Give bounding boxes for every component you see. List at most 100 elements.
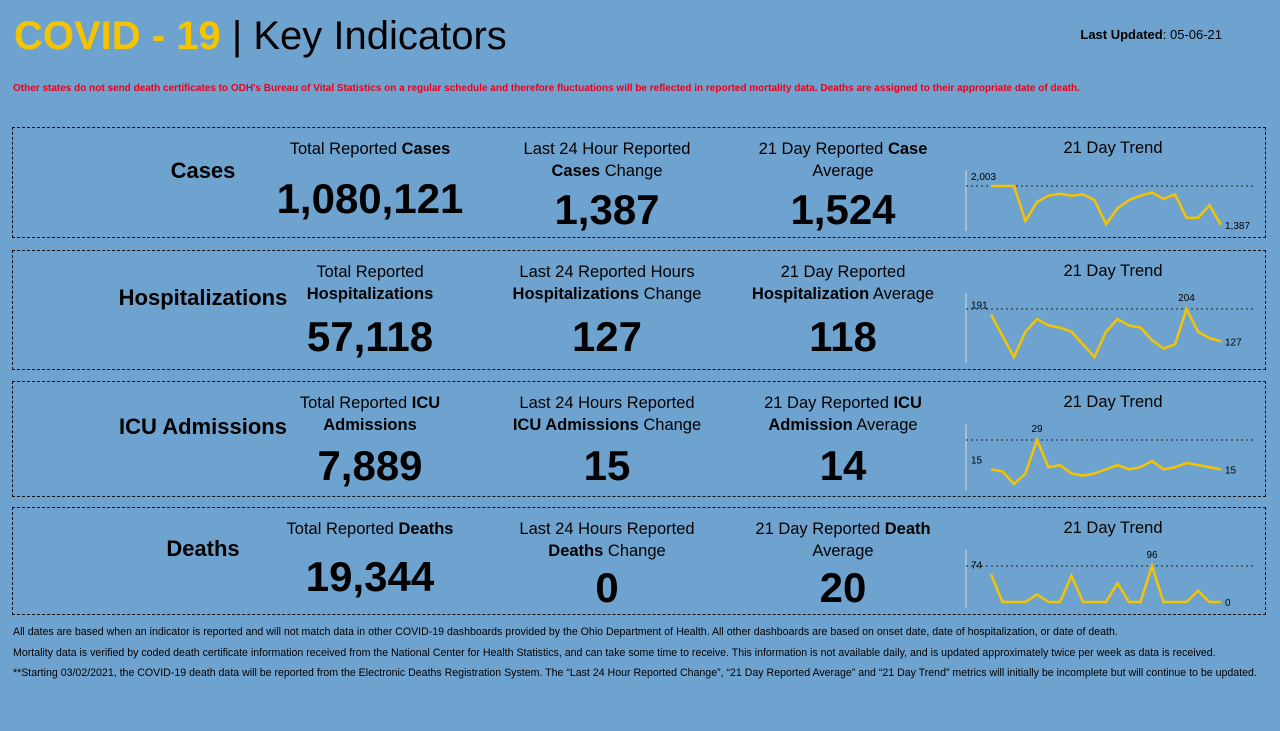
row-label: Hospitalizations bbox=[118, 285, 288, 310]
trend-label: 15 bbox=[1225, 465, 1237, 476]
header-text: Admission bbox=[768, 416, 853, 434]
metric-header: Total Reported Cases bbox=[290, 138, 451, 160]
header-text: Cases bbox=[401, 140, 451, 158]
header-line: Cases Change bbox=[524, 160, 691, 182]
trend-line bbox=[989, 305, 1222, 360]
header-line: Last 24 Hours Reported bbox=[519, 518, 694, 540]
indicator-row: Deaths Total Reported Deaths 19,344 Last 24… bbox=[12, 507, 1266, 615]
header-line: Last 24 Reported Hours bbox=[513, 261, 702, 283]
header-line: 21 Day Reported ICU bbox=[764, 392, 922, 414]
header-text: Last 24 Hours Reported bbox=[519, 520, 695, 538]
row-label: ICU Admissions bbox=[119, 414, 287, 439]
header-line: Average bbox=[755, 540, 930, 562]
metric: 21 Day Reported ICU Admission Average 14 bbox=[725, 382, 961, 496]
trend-title: 21 Day Trend bbox=[1063, 262, 1163, 280]
footer-text: Mortality data is verified by coded deat… bbox=[13, 646, 1216, 659]
trend-line bbox=[989, 561, 1221, 604]
header-line: Admission Average bbox=[764, 414, 922, 436]
header-line: Last 24 Hour Reported bbox=[524, 138, 691, 160]
header-text: Last 24 Reported Hours bbox=[519, 263, 695, 281]
metric: Last 24 Hours Reported Deaths Change 0 bbox=[489, 508, 725, 614]
metric: Last 24 Hours Reported ICU Admissions Cha… bbox=[489, 382, 725, 496]
footer-text: All dates are based when an indicator is… bbox=[13, 626, 1118, 638]
metric-header: Total Reported Hospitalizations bbox=[307, 261, 434, 305]
header-text: Deaths bbox=[398, 520, 454, 538]
trend-title: 21 Day Trend bbox=[1063, 393, 1163, 411]
trend-title: 21 Day Trend bbox=[1063, 139, 1163, 157]
header-line: Last 24 Hours Reported bbox=[513, 392, 701, 414]
header-text: 21 Day Reported bbox=[755, 520, 885, 538]
trend-label: 15 bbox=[971, 455, 983, 466]
trend-line bbox=[991, 184, 1223, 227]
header-text: Death bbox=[884, 520, 931, 538]
trend-label: 127 bbox=[1225, 337, 1242, 348]
metric-value: 7,889 bbox=[317, 442, 423, 489]
row-label: Deaths bbox=[166, 536, 240, 561]
metric-header: 21 Day Reported Case Average bbox=[759, 138, 928, 182]
metric-value: 15 bbox=[583, 442, 631, 489]
header-text: Average bbox=[812, 542, 874, 560]
header-text: Total Reported bbox=[286, 520, 399, 538]
header-text: Case bbox=[887, 140, 928, 158]
metric-header: Last 24 Reported Hours Hospitalizations C… bbox=[513, 261, 702, 305]
trend: 21 Day Trend 15 29 15 bbox=[963, 382, 1263, 496]
indicator-row: Hospitalizations Total Reported Hospitaliz… bbox=[12, 250, 1266, 370]
metric: 21 Day Reported Death Average 20 bbox=[725, 508, 961, 614]
metric: Total Reported Cases 1,080,121 bbox=[252, 128, 488, 237]
metric-value: 1,524 bbox=[790, 185, 896, 233]
metric: Last 24 Reported Hours Hospitalizations C… bbox=[489, 251, 725, 369]
header-text: Total Reported bbox=[299, 394, 412, 412]
metric-value: 14 bbox=[819, 442, 867, 489]
metric: Last 24 Hour Reported Cases Change 1,387 bbox=[489, 128, 725, 237]
metric-header: Last 24 Hours Reported Deaths Change bbox=[519, 518, 694, 562]
header-line: Deaths Change bbox=[519, 540, 694, 562]
metric-value: 20 bbox=[819, 564, 867, 611]
footer: All dates are based when an indicator is… bbox=[13, 626, 1268, 688]
header-line: 21 Day Reported Death bbox=[755, 518, 930, 540]
indicator-row: Cases Total Reported Cases 1,080,121 Last 2… bbox=[12, 127, 1266, 238]
trend-label: 191 bbox=[971, 300, 988, 311]
header-text: Admissions bbox=[323, 416, 417, 434]
metric-value: 57,118 bbox=[306, 313, 434, 360]
metric: Total Reported Hospitalizations 57,118 bbox=[252, 251, 488, 369]
header-line: Average bbox=[759, 160, 928, 182]
title: COVID - 19 | Key Indicators bbox=[14, 14, 507, 59]
sparkline: 2,003 1,387 bbox=[965, 170, 1255, 232]
trend-label: 1,387 bbox=[1225, 221, 1250, 232]
trend: 21 Day Trend 191 204 127 bbox=[963, 251, 1263, 369]
header-text: Change bbox=[603, 542, 666, 560]
indicator-row: ICU Admissions Total Reported ICU Admissio… bbox=[12, 381, 1266, 497]
last-updated: Last Updated: 05-06-21 bbox=[1080, 27, 1222, 42]
header-text: Hospitalizations bbox=[512, 285, 640, 303]
header-text: Hospitalizations bbox=[306, 285, 434, 303]
trend-label: 0 bbox=[1225, 598, 1231, 609]
metric-header: Last 24 Hour Reported Cases Change bbox=[524, 138, 691, 182]
header-text: Change bbox=[638, 416, 702, 434]
metric-value: 1,080,121 bbox=[276, 174, 464, 222]
trend: 21 Day Trend 2,003 1,387 bbox=[963, 128, 1263, 237]
trend: 21 Day Trend 74 96 0 bbox=[963, 508, 1263, 614]
header-text: Last 24 Hour Reported bbox=[523, 140, 691, 158]
metric-value: 118 bbox=[809, 313, 877, 360]
header-text: 21 Day Reported bbox=[764, 394, 894, 412]
header-text: Change bbox=[600, 162, 663, 180]
header-text: Deaths bbox=[548, 542, 604, 560]
header-text: Hospitalization bbox=[751, 285, 870, 303]
header-text: ICU bbox=[411, 394, 441, 412]
header-text: ICU Admissions bbox=[512, 416, 639, 434]
header-text: 21 Day Reported bbox=[780, 263, 906, 281]
header-text: Total Reported bbox=[289, 140, 402, 158]
updated-label: Last Updated bbox=[1080, 27, 1163, 42]
metric-header: 21 Day Reported Death Average bbox=[755, 518, 930, 562]
trend-line bbox=[990, 436, 1222, 486]
header-line: ICU Admissions Change bbox=[513, 414, 701, 436]
header-text: Last 24 Hours Reported bbox=[519, 394, 695, 412]
header-line: Hospitalizations Change bbox=[513, 283, 702, 305]
updated-value: : 05-06-21 bbox=[1162, 27, 1222, 42]
trend-label: 204 bbox=[1178, 293, 1195, 304]
metric-value: 127 bbox=[571, 313, 643, 360]
row-label: Cases bbox=[170, 157, 236, 183]
metric: Total Reported Deaths 19,344 bbox=[252, 508, 488, 614]
metric-header: 21 Day Reported ICU Admission Average bbox=[764, 392, 922, 436]
